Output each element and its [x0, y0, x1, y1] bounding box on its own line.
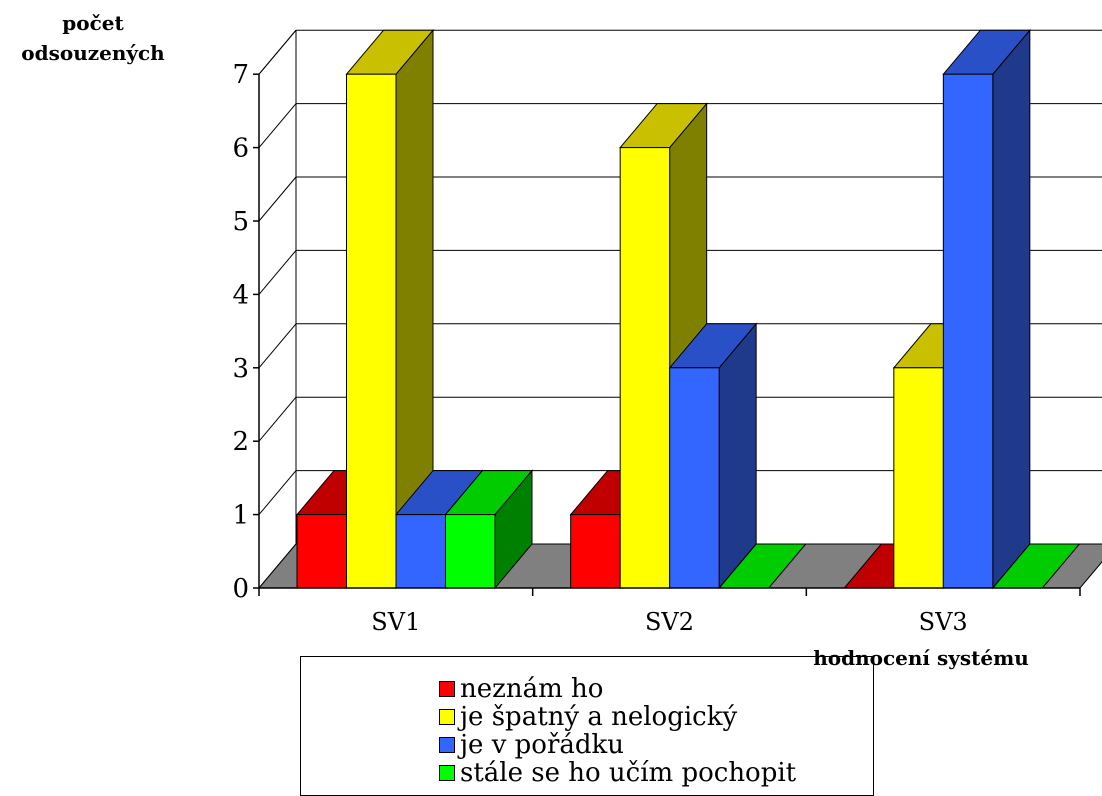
bar-front: [669, 367, 720, 589]
y-tick-label: 0: [232, 574, 249, 604]
bar-front: [570, 514, 621, 589]
gridline-diagonal: [258, 323, 297, 369]
y-axis-label: počet odsouzených: [21, 11, 165, 65]
bar-front: [942, 73, 994, 589]
bar-SV1-1: [345, 28, 435, 590]
legend-swatch: [439, 681, 455, 697]
gridline-diagonal: [258, 103, 297, 148]
legend-label: stále se ho učím pochopit: [460, 758, 797, 788]
chart-axes: 0 1 2 3 4 5 6 7 SV1 SV2 SV3: [232, 60, 1081, 636]
y-tick-label: 2: [232, 427, 249, 457]
bar-front: [619, 147, 671, 589]
y-tick-label: 6: [232, 134, 249, 164]
bar-front: [445, 514, 496, 589]
bar-front: [346, 73, 397, 589]
gridline-diagonal: [258, 470, 297, 515]
gridline-diagonal: [258, 396, 297, 442]
legend-items: neznám ho je špatný a nelogický je v pořád…: [439, 674, 797, 788]
legend-label: je v pořádku: [460, 730, 625, 760]
gridline-diagonal: [258, 176, 297, 222]
gridline-diagonal: [258, 250, 297, 295]
chart-bars: [295, 28, 1081, 590]
y-tick-label: 1: [232, 501, 249, 531]
bar-SV3-2: [942, 28, 1031, 590]
x-tick-label: SV3: [919, 608, 968, 636]
legend-swatch: [439, 765, 455, 781]
legend-label: neznám ho: [460, 674, 604, 704]
x-axis-label: hodnocení systému: [813, 646, 1029, 670]
bar-side: [718, 322, 757, 590]
y-tick-label: 3: [232, 354, 249, 384]
legend-entry: je špatný a nelogický: [439, 702, 796, 732]
bar-SV2-2: [668, 322, 758, 590]
y-tick-label: 5: [232, 207, 249, 237]
legend-entry: je v pořádku: [439, 730, 796, 760]
bar-front: [893, 367, 944, 589]
y-tick-label: 4: [232, 280, 249, 310]
legend-label: je špatný a nelogický: [460, 702, 738, 732]
legend-entry: neznám ho: [439, 674, 796, 704]
bar-front: [296, 514, 347, 589]
bar-front: [395, 514, 446, 589]
bar-SV1-3: [444, 469, 534, 590]
legend-entry: stále se ho učím pochopit: [439, 758, 797, 788]
legend: neznám ho je špatný a nelogický je v pořád…: [300, 656, 874, 796]
bar-side: [992, 28, 1031, 590]
x-tick-label: SV2: [645, 608, 694, 636]
legend-swatch: [439, 737, 455, 753]
y-tick-label: 7: [232, 60, 249, 90]
x-tick-label: SV1: [371, 608, 420, 636]
gridline-diagonal: [258, 29, 297, 75]
legend-swatch: [439, 709, 455, 725]
